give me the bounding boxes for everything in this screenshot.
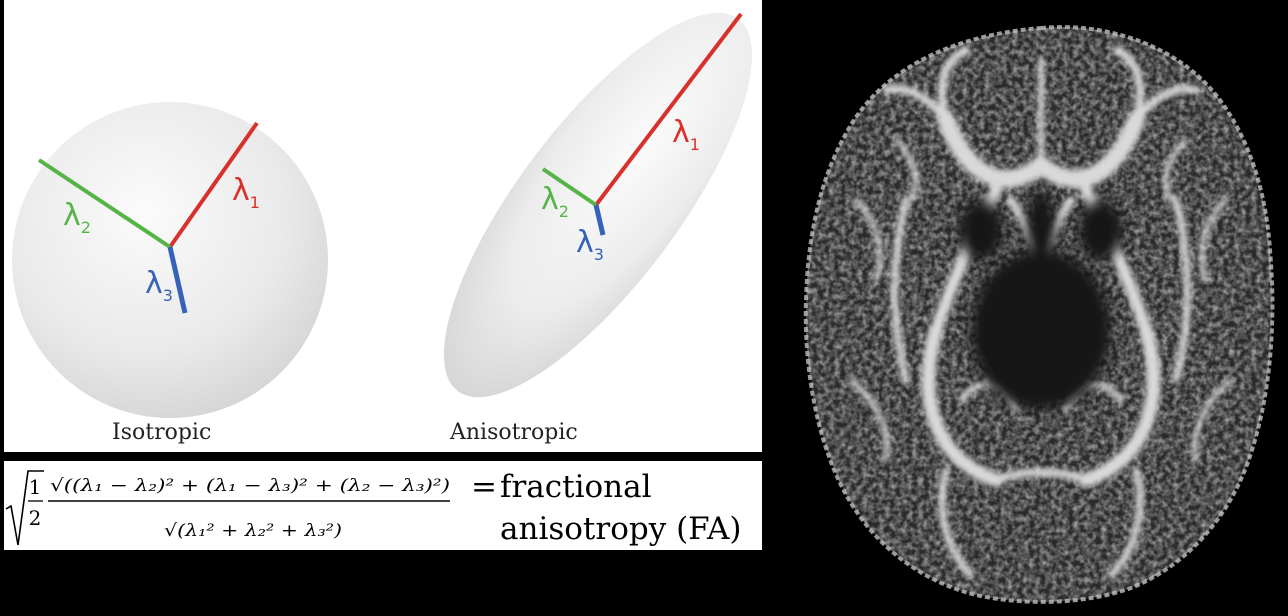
ellipsoid-panel: λ1 λ2 λ3 λ1 λ2 λ3 Isotropic Anisotropic (4, 0, 762, 452)
grey-matter-regions (959, 190, 1123, 410)
isotropic-lambda3-label: λ3 (145, 266, 173, 305)
sqrt-half-numerator: 1 (29, 475, 42, 499)
sqrt-half-radical (5, 470, 44, 546)
anisotropic-ellipsoid (443, 12, 753, 398)
anisotropic-lambda3-label: λ3 (576, 225, 604, 264)
isotropic-lambda2-label: λ2 (63, 198, 91, 237)
ellipsoid-diagram: λ1 λ2 λ3 λ1 λ2 λ3 (12, 12, 753, 418)
anisotropic-lambda2-axis (541, 167, 598, 207)
fa-formula: 1 2 √((λ₁ − λ₂)² + (λ₁ − λ₃)² + (λ₂ − λ₃… (5, 470, 450, 546)
anisotropic-lambda1-axis (594, 12, 743, 207)
fa-formula-panel: 1 2 √((λ₁ − λ₂)² + (λ₁ − λ₃)² + (λ₂ − λ₃… (4, 461, 762, 550)
isotropic-lambda1-label: λ1 (232, 173, 260, 212)
anisotropic-caption: Anisotropic (450, 420, 578, 445)
anisotropic-lambda3-axis (593, 204, 606, 236)
fa-numerator: √((λ₁ − λ₂)² + (λ₁ − λ₃)² + (λ₂ − λ₃)²) (50, 476, 450, 496)
isotropic-lambda1-axis (168, 121, 259, 249)
fa-result-line1: fractional (500, 469, 652, 505)
isotropic-caption: Isotropic (112, 420, 212, 445)
anisotropic-lambda1-label: λ1 (672, 115, 700, 154)
isotropic-lambda3-axis (167, 246, 188, 314)
isotropic-sphere (12, 102, 328, 418)
anisotropic-lambda2-label: λ2 (541, 182, 569, 221)
fa-denominator: √(λ₁² + λ₂² + λ₃²) (164, 521, 342, 541)
isotropic-lambda2-axis (37, 158, 172, 249)
brain-fa-map (803, 25, 1275, 604)
sqrt-half-denominator: 2 (29, 506, 42, 530)
white-matter-tracts (848, 46, 1234, 579)
fa-equals: = (471, 469, 497, 505)
fa-result-line2: anisotropy (FA) (500, 511, 742, 547)
